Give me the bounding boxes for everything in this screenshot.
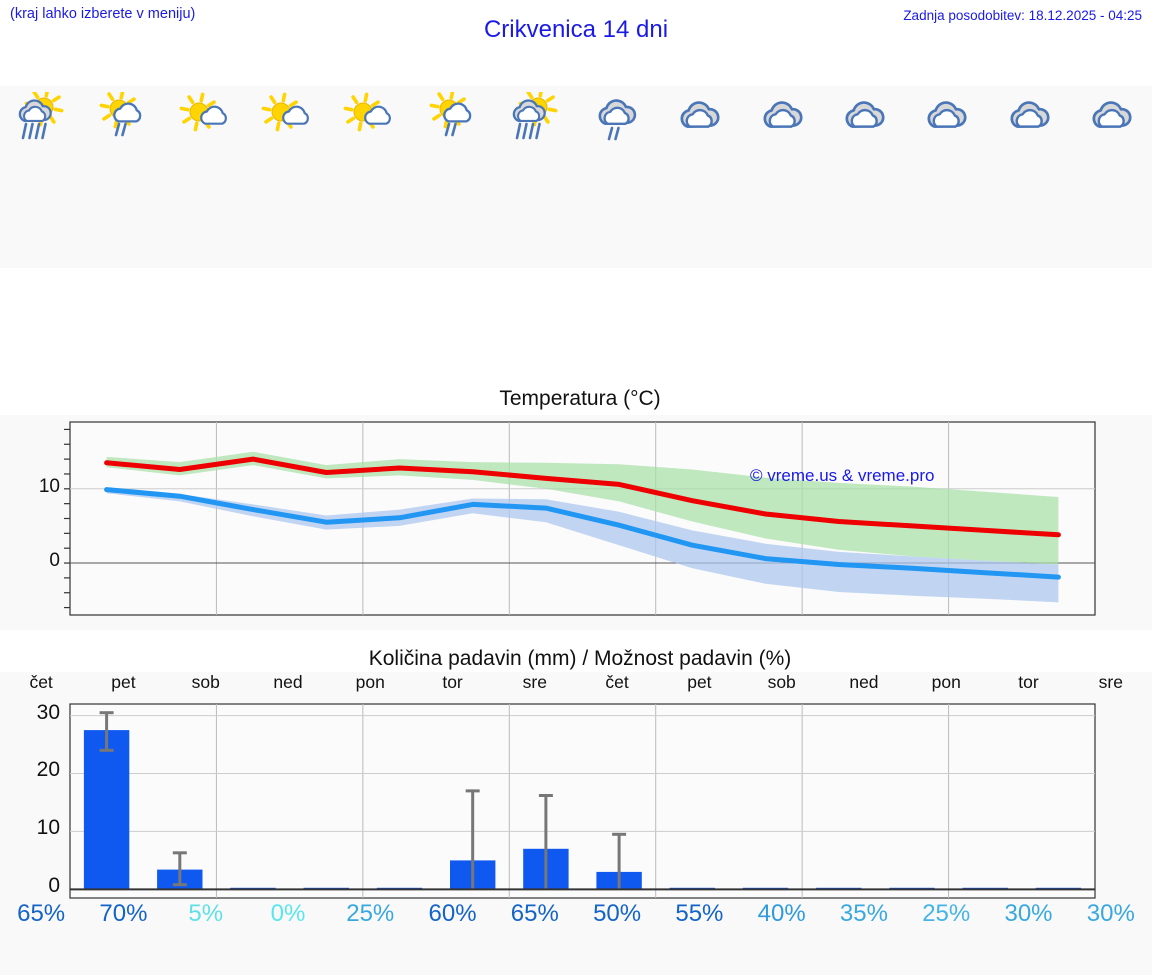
forecast-day-2[interactable]: [82, 86, 164, 268]
overcast-icon: [745, 92, 819, 142]
precip-probability: 40%: [757, 900, 806, 927]
precipitation-day-labels: čet pet sob ned pon tor sre čet pet sob ned pon tor s…: [0, 672, 1152, 698]
overcast-rain-icon: [580, 92, 654, 142]
temp-y-tick-label: 10: [38, 475, 60, 497]
precip-probability: 65%: [17, 900, 66, 927]
forecast-day-12[interactable]: [905, 86, 987, 268]
precip-y-tick-label: 20: [36, 758, 60, 782]
precip-probability: 25%: [922, 900, 971, 927]
precip-probability: 5%: [188, 900, 224, 927]
precip-day-label: sob: [191, 672, 220, 692]
sun-cloud-rain-icon: [416, 92, 490, 142]
precip-day-label: pet: [687, 672, 712, 692]
precipitation-chart: čet pet sob ned pon tor sre čet pet sob ned pon tor s…: [0, 672, 1152, 975]
precip-y-tick-label: 0: [48, 874, 60, 898]
precip-day-label: sob: [767, 672, 796, 692]
precip-probability: 65%: [510, 900, 559, 927]
forecast-day-13[interactable]: [987, 86, 1069, 268]
sun-cloud-heavy-rain-icon: [498, 92, 572, 142]
precip-probability: 30%: [1086, 900, 1135, 927]
precip-probability: 30%: [1004, 900, 1053, 927]
forecast-day-14[interactable]: [1070, 86, 1152, 268]
temp-y-tick-label: 0: [49, 550, 60, 572]
precip-day-label: tor: [442, 672, 463, 692]
forecast-day-10[interactable]: [741, 86, 823, 268]
watermark: © vreme.us & vreme.pro: [750, 466, 935, 485]
overcast-icon: [662, 92, 736, 142]
forecast-day-6[interactable]: [411, 86, 493, 268]
overcast-icon: [1074, 92, 1148, 142]
forecast-day-1[interactable]: [0, 86, 82, 268]
overcast-icon: [992, 92, 1066, 142]
precip-probability: 0%: [270, 900, 306, 927]
precip-day-label: čet: [605, 672, 629, 692]
precip-day-label: sre: [522, 672, 547, 692]
forecast-day-4[interactable]: [247, 86, 329, 268]
sun-cloud-icon: [333, 92, 407, 142]
forecast-day-3[interactable]: [165, 86, 247, 268]
forecast-day-11[interactable]: [823, 86, 905, 268]
precip-day-label: čet: [29, 672, 53, 692]
precip-probability: 35%: [839, 900, 888, 927]
forecast-day-8[interactable]: [576, 86, 658, 268]
precip-day-label: pon: [355, 672, 385, 692]
forecast-day-7[interactable]: [494, 86, 576, 268]
precip-day-label: tor: [1018, 672, 1039, 692]
last-updated-label: Zadnja posodobitev: 18.12.2025 - 04:25: [903, 8, 1142, 23]
overcast-icon: [909, 92, 983, 142]
page-title: Crikvenica 14 dni: [483, 16, 669, 43]
precip-day-label: pon: [931, 672, 961, 692]
precip-probability: 55%: [675, 900, 724, 927]
forecast-day-5[interactable]: [329, 86, 411, 268]
precip-day-label: ned: [849, 672, 879, 692]
location-menu-hint[interactable]: (kraj lahko izberete v meniju): [10, 6, 196, 22]
sun-cloud-rain-icon: [86, 92, 160, 142]
precip-day-label: ned: [273, 672, 303, 692]
precip-y-tick-label: 30: [36, 700, 60, 724]
sun-cloud-heavy-rain-icon: [4, 92, 78, 142]
temperature-plot: [64, 421, 1096, 616]
forecast-strip: [0, 86, 1152, 268]
precip-probability: 25%: [346, 900, 395, 927]
overcast-icon: [827, 92, 901, 142]
precip-probability: 50%: [593, 900, 642, 927]
precip-probability: 70%: [99, 900, 148, 927]
sun-cloud-icon: [251, 92, 325, 142]
precip-probability: 60%: [428, 900, 477, 927]
temperature-chart: 0 10: [0, 415, 1152, 630]
precipitation-chart-title: Količina padavin (mm) / Možnost padavin …: [368, 647, 792, 670]
forecast-day-9[interactable]: [658, 86, 740, 268]
precip-day-label: pet: [111, 672, 136, 692]
precipitation-probability-row: 65% 70% 5% 0% 25% 60% 65% 50% 55% 40% 35% 25% 30% 30%: [0, 900, 1152, 940]
precip-day-label: sre: [1098, 672, 1123, 692]
temperature-chart-title: Temperatura (°C): [499, 387, 661, 410]
precip-y-tick-label: 10: [36, 816, 60, 840]
precipitation-plot: [69, 703, 1096, 899]
sun-cloud-icon: [169, 92, 243, 142]
